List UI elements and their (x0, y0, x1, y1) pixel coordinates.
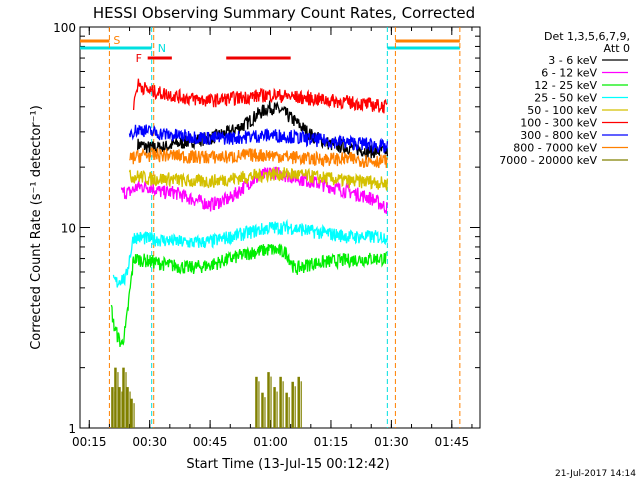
series-line-8 (129, 146, 388, 169)
legend-entry-label: 50 - 100 keV (527, 104, 597, 117)
legend-entry-label: 6 - 12 keV (541, 67, 597, 80)
footer-date: 21-Jul-2017 14:14 (555, 469, 636, 479)
series-line-3 (110, 243, 387, 347)
x-axis-label: Start Time (13-Jul-15 00:12:42) (186, 457, 389, 472)
legend-entry-label: 100 - 300 keV (520, 117, 597, 130)
series-line-5 (128, 166, 389, 191)
y-axis-label: Corrected Count Rate (s⁻¹ detector⁻¹) (29, 105, 44, 350)
legend-entry-label: 25 - 50 keV (534, 92, 597, 105)
legend-entry-label: 7000 - 20000 keV (499, 154, 597, 167)
legend-header-line1: Det 1,3,5,6,7,9, (544, 30, 630, 43)
y-tick-label: 1 (68, 422, 76, 436)
x-tick-label: 00:30 (132, 435, 167, 449)
plot-frame (79, 26, 481, 429)
x-tick-label: 01:30 (374, 435, 409, 449)
series-line-2 (120, 166, 389, 215)
legend-entry-label: 3 - 6 keV (548, 54, 597, 67)
series-line-7 (128, 124, 389, 154)
series-line-1 (136, 100, 389, 161)
chart-title: HESSI Observing Summary Count Rates, Cor… (93, 4, 475, 22)
series-line-4 (112, 218, 389, 288)
x-tick-label: 00:45 (193, 435, 228, 449)
x-tick-label: 01:15 (314, 435, 349, 449)
saa-label: S (113, 34, 120, 47)
y-tick-label: 10 (61, 222, 76, 236)
legend-entry-label: 12 - 25 keV (534, 79, 597, 92)
x-tick-label: 01:00 (253, 435, 288, 449)
legend-header-line2: Att 0 (604, 42, 630, 55)
legend-entry-label: 800 - 7000 keV (513, 142, 597, 155)
series-line-6 (132, 78, 388, 114)
y-tick-label: 100 (53, 21, 76, 35)
x-tick-label: 00:15 (72, 435, 107, 449)
night-label: N (158, 42, 166, 55)
flare-label: F (136, 52, 142, 65)
legend-entry-label: 300 - 800 keV (520, 129, 597, 142)
x-tick-label: 01:45 (435, 435, 470, 449)
